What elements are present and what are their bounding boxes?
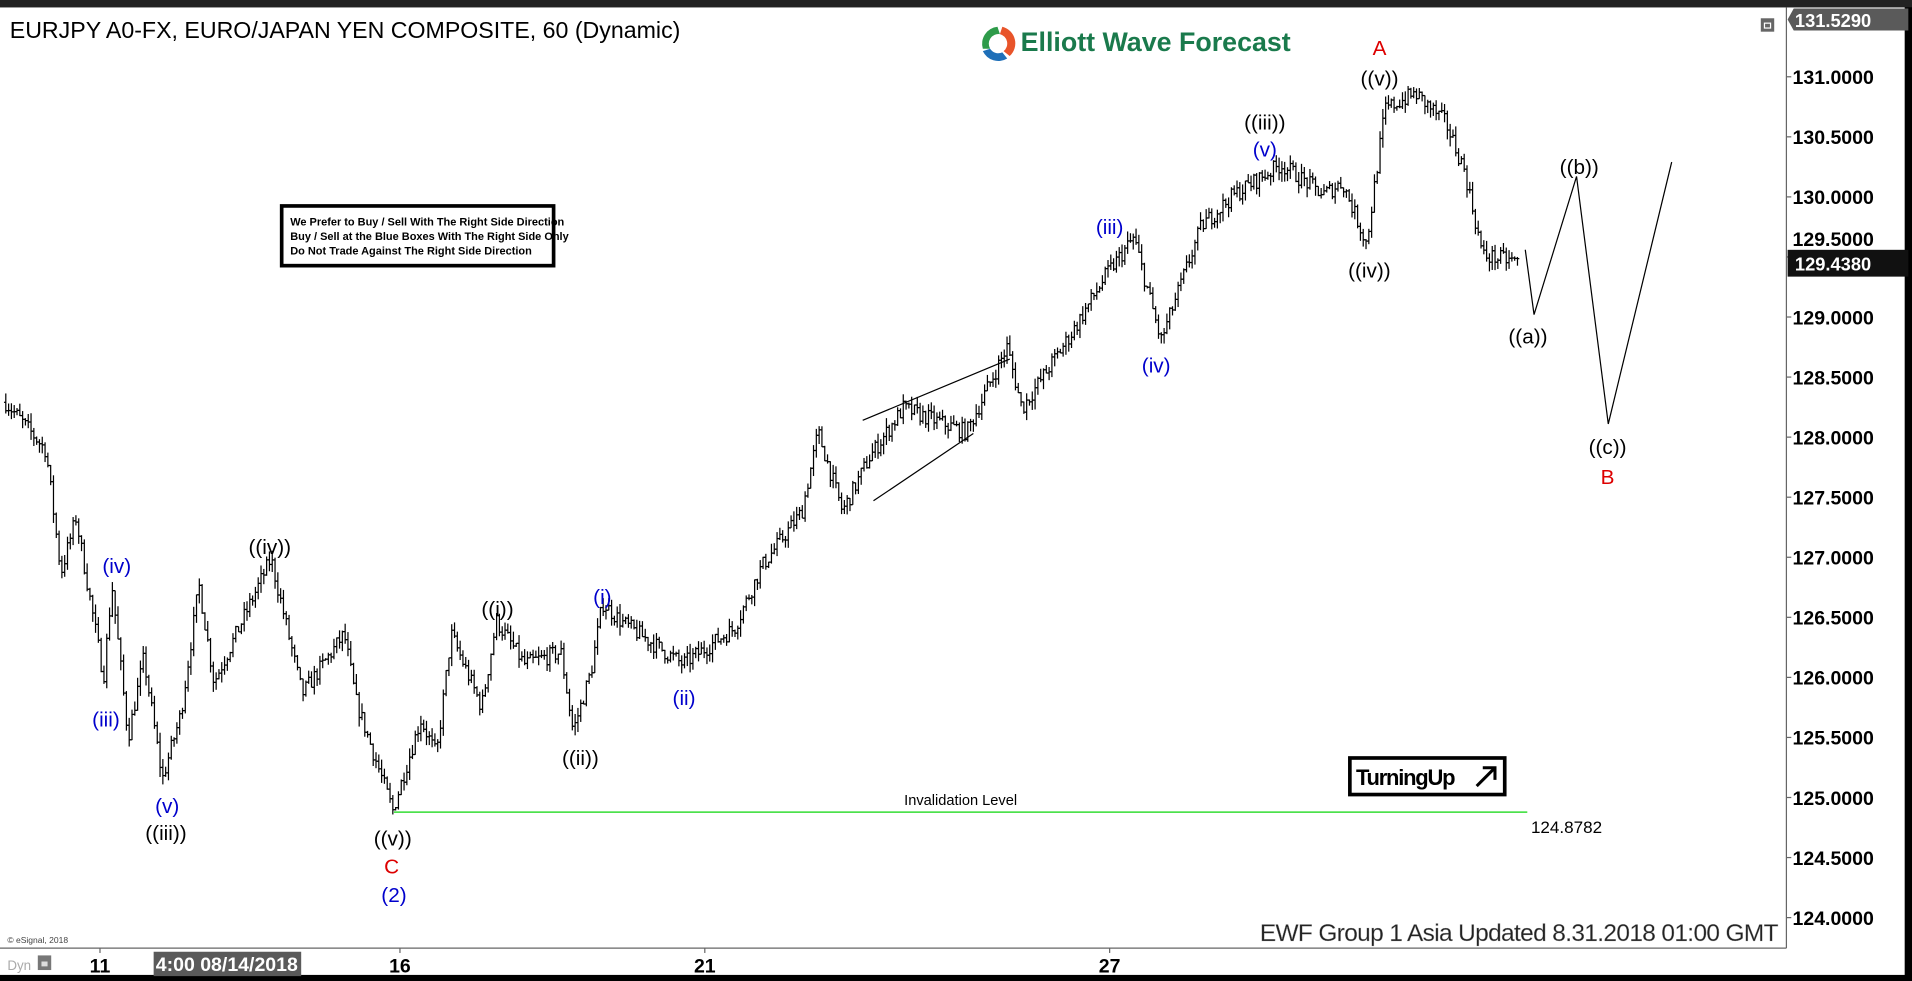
y-tick-label: 127.5000 [1793, 488, 1875, 510]
wave-label: ((a)) [1508, 326, 1547, 349]
wave-label: C [384, 855, 399, 878]
cursor-time-box [153, 951, 302, 977]
y-tick-label: 126.5000 [1793, 608, 1875, 630]
x-tick-label: 16 [389, 955, 411, 977]
dyn-label[interactable]: Dyn [7, 958, 31, 973]
wave-label: (v) [1253, 139, 1277, 162]
y-tick-label: 127.0000 [1793, 548, 1875, 570]
wave-label: ((ii)) [562, 747, 599, 770]
wave-label: (i) [593, 586, 611, 609]
overlays: Invalidation Level 124.8782 [393, 161, 1673, 837]
wave-label: (2) [381, 884, 406, 907]
y-tick-label: 130.0000 [1793, 187, 1875, 209]
wave-label: ((iii)) [1244, 112, 1285, 135]
price-bar [1515, 256, 1520, 266]
wave-label: ((b)) [1560, 156, 1599, 179]
y-tick-label: 125.5000 [1793, 728, 1875, 750]
channel-line [862, 358, 1011, 421]
y-tick-label: 128.5000 [1793, 367, 1875, 389]
logo: Elliott Wave Forecast [982, 26, 1291, 62]
y-tick-label: 131.0000 [1793, 67, 1875, 89]
copyright: © eSignal, 2018 [7, 935, 68, 945]
y-tick-label: 128.0000 [1793, 427, 1875, 449]
wave-label: ((iv)) [248, 536, 291, 559]
turning-up-badge: TurningUp [1348, 756, 1507, 797]
time-axis[interactable]: Dyn 11 16 21 27 4:00 08/14/2018 [7, 948, 1120, 977]
projection-path [1524, 161, 1673, 425]
y-tick-label: 129.5000 [1793, 229, 1875, 251]
notice-box: We Prefer to Buy / Sell With The Right S… [279, 204, 570, 268]
top-frame [0, 0, 1912, 8]
y-tick-label: 130.5000 [1793, 127, 1875, 149]
top-price-marker: 131.5290 [1787, 8, 1909, 31]
wave-label: B [1601, 466, 1615, 489]
wave-label: A [1373, 37, 1387, 60]
arrow-up-right-icon [1475, 766, 1497, 788]
invalidation-label: Invalidation Level [904, 793, 1017, 809]
logo-text: Elliott Wave Forecast [1021, 27, 1291, 57]
wave-label: (v) [155, 795, 179, 818]
updated-text: EWF Group 1 Asia Updated 8.31.2018 01:00… [1260, 920, 1779, 947]
cursor-time: 4:00 08/14/2018 [156, 954, 298, 976]
last-price-value: 129.4380 [1795, 254, 1871, 275]
last-price-marker: 129.4380 [1787, 249, 1909, 277]
wave-label: (iii) [1096, 216, 1124, 239]
wave-label: (iii) [92, 709, 120, 732]
turning-up-label: TurningUp [1356, 765, 1455, 790]
price-bars [3, 85, 1520, 815]
notice-line-1: We Prefer to Buy / Sell With The Right S… [290, 216, 564, 228]
y-tick-label: 125.0000 [1793, 788, 1875, 810]
wave-label: (iv) [1142, 354, 1171, 377]
y-tick-label: 124.5000 [1793, 848, 1875, 870]
y-tick-label: 124.0000 [1793, 908, 1875, 930]
wave-label: ((iii)) [145, 822, 186, 845]
y-tick-label: 129.0000 [1793, 307, 1875, 329]
top-price-value: 131.5290 [1795, 10, 1871, 31]
channel-line [873, 433, 974, 502]
wave-label: ((v)) [374, 828, 412, 851]
x-tick-label: 21 [694, 955, 716, 977]
wave-label: (ii) [673, 687, 696, 710]
invalidation-value: 124.8782 [1531, 818, 1602, 837]
wave-label: ((i)) [481, 598, 513, 621]
chart-window [0, 7, 1905, 975]
window-restore-icon[interactable] [1760, 18, 1775, 32]
wave-label: ((v)) [1361, 67, 1399, 90]
lock-icon[interactable] [37, 955, 52, 971]
wave-labels: A ((v)) ((iii)) (v) (iii) ((iv)) (iv) ((a)) ((b)… [92, 37, 1626, 907]
logo-icon [982, 26, 1016, 62]
price-axis[interactable]: 124.0000 124.5000 125.0000 125.5000 126.0000… [1786, 67, 1874, 930]
y-tick-label: 126.0000 [1793, 668, 1875, 690]
notice-line-3: Do Not Trade Against The Right Side Dire… [290, 246, 532, 258]
wave-label: ((iv)) [1348, 259, 1391, 282]
x-tick-label: 11 [90, 955, 111, 977]
wave-label: (iv) [102, 555, 131, 578]
wave-label: ((c)) [1589, 436, 1627, 459]
chart-title: EURJPY A0-FX, EURO/JAPAN YEN COMPOSITE, … [10, 17, 681, 43]
x-tick-label: 27 [1099, 955, 1121, 977]
notice-line-2: Buy / Sell at the Blue Boxes With The Ri… [290, 231, 569, 243]
